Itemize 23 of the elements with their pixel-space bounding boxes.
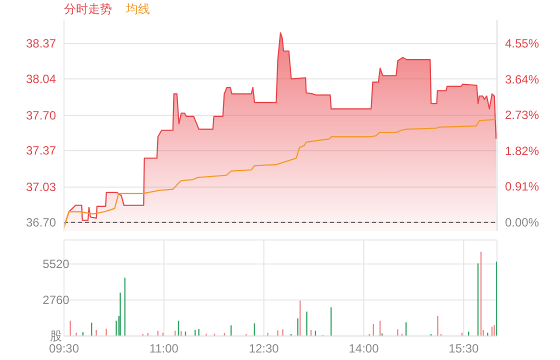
y2-tick-label: 1.82%	[505, 144, 540, 158]
x-tick-label: 15:30	[448, 342, 480, 356]
y-tick-label: 38.04	[26, 72, 56, 86]
x-tick-label: 09:30	[48, 342, 80, 356]
line-series	[64, 118, 497, 228]
y2-tick-label: 3.64%	[505, 72, 540, 86]
y-tick-label: 38.37	[26, 36, 56, 51]
y2-tick-label: 4.55%	[505, 36, 540, 51]
y2-tick-label: 2.73%	[505, 108, 540, 122]
x-tick-label: 12:30	[248, 342, 280, 356]
text: 分时走势	[64, 1, 112, 18]
y-tick-label: 2760	[42, 293, 70, 307]
y-tick-label: 37.70	[26, 108, 56, 122]
y2-tick-label: 0.91%	[505, 180, 540, 194]
x-tick-label: 11:00	[149, 342, 179, 356]
y-tick-label: 5520	[42, 257, 70, 271]
y-tick-label: 36.70	[26, 215, 56, 230]
y-tick-label: 股	[50, 329, 62, 343]
text: 均线	[126, 1, 150, 18]
y-tick-label: 37.03	[26, 180, 56, 194]
y-tick-label: 37.37	[26, 144, 56, 158]
x-tick-label: 14:00	[348, 342, 380, 356]
y2-tick-label: 0.00%	[505, 215, 540, 230]
